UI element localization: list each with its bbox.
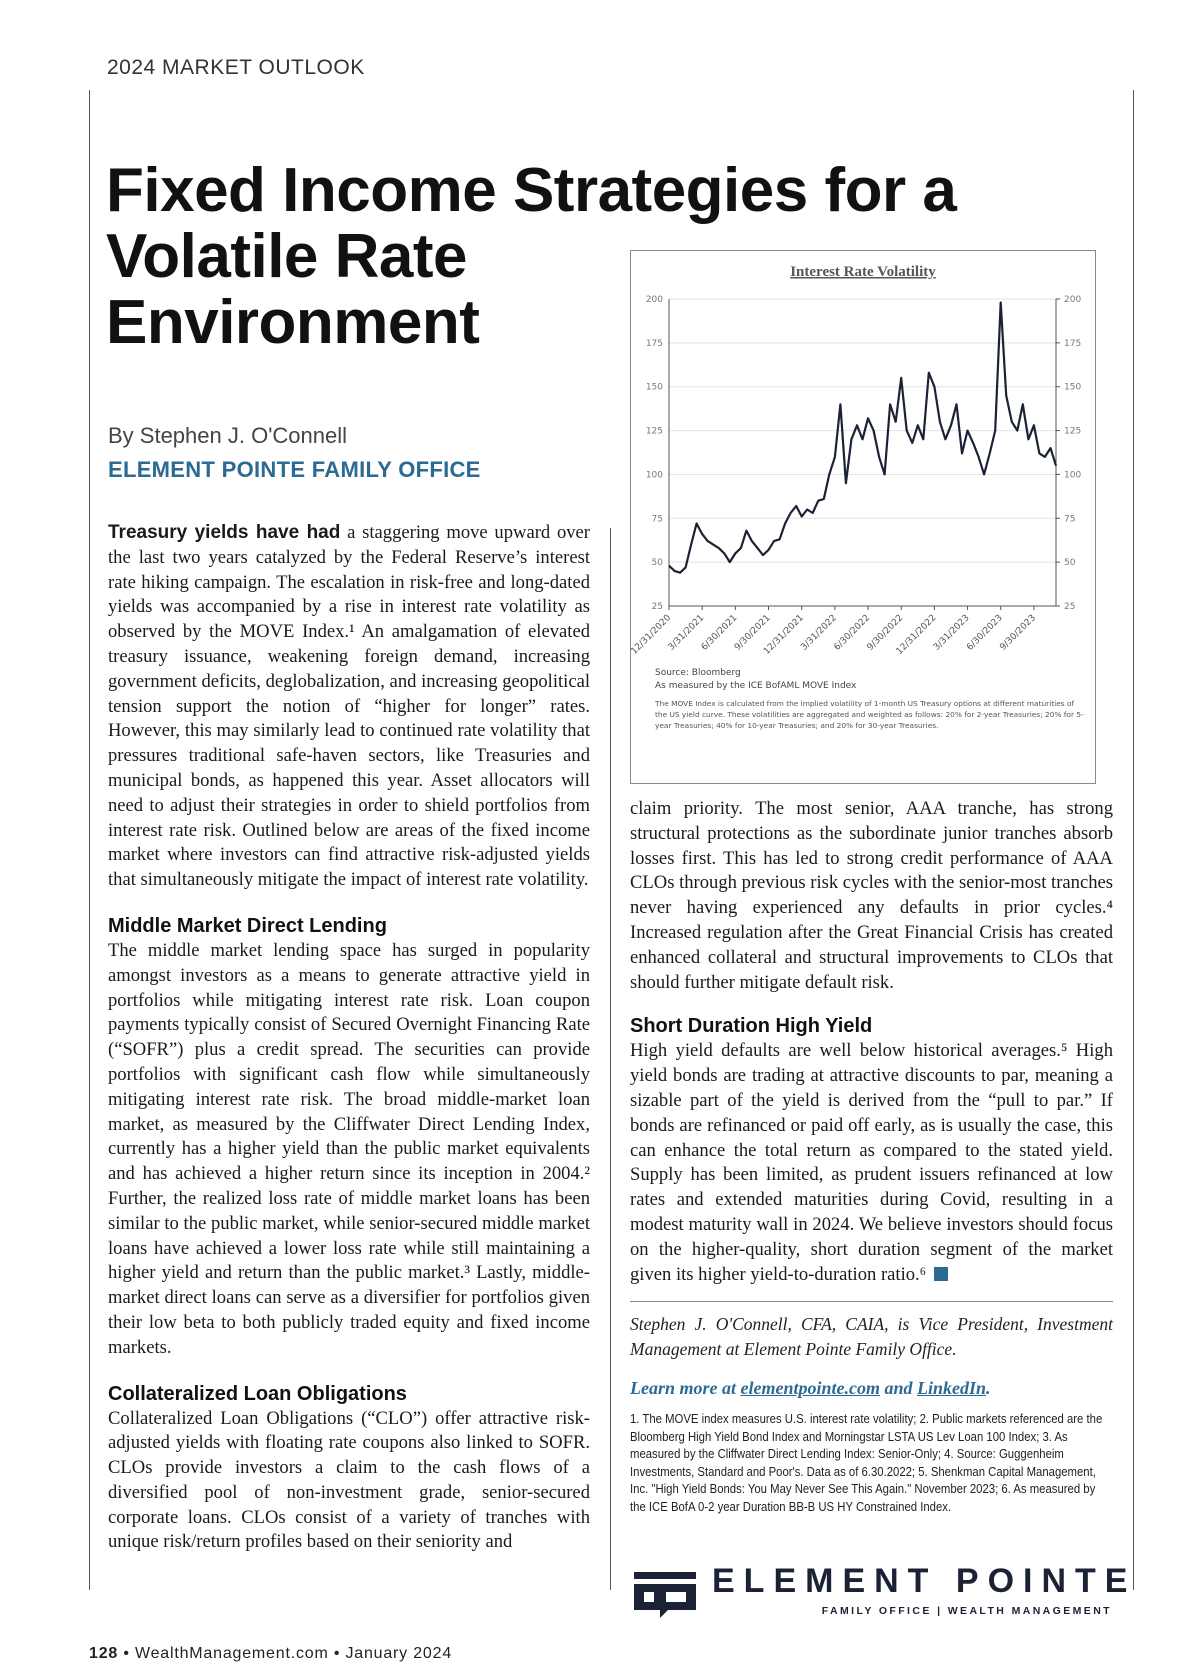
y-tick-label-left: 200 xyxy=(646,295,663,305)
y-tick-label-left: 100 xyxy=(646,470,663,480)
footer-text: • WealthManagement.com • January 2024 xyxy=(118,1645,453,1662)
section-body-text: High yield defaults are well below histo… xyxy=(630,1040,1113,1285)
page-number: 128 xyxy=(89,1645,119,1662)
chart-note-container: The MOVE Index is calculated from the im… xyxy=(655,699,1084,730)
chart-title: Interest Rate Volatility xyxy=(790,264,936,280)
y-tick-label-right: 150 xyxy=(1064,383,1081,393)
element-pointe-logo: ELEMENT POINTE FAMILY OFFICE | WEALTH MA… xyxy=(632,1562,1127,1622)
y-tick-label-right: 200 xyxy=(1064,295,1081,305)
article-title-block: Fixed Income Strategies for a Volatile R… xyxy=(106,158,1126,428)
y-tick-label-right: 75 xyxy=(1064,514,1075,524)
page-footer: 128 • WealthManagement.com • January 202… xyxy=(89,1645,452,1663)
section-body: The middle market lending space has surg… xyxy=(108,939,590,1358)
right-column: claim priority. The most senior, AAA tra… xyxy=(630,797,1113,1516)
section-body-continued: claim priority. The most senior, AAA tra… xyxy=(630,798,1113,993)
chart-measure: As measured by the ICE BofAML MOVE Index xyxy=(655,681,857,691)
section-heading: Short Duration High Yield xyxy=(630,1015,873,1038)
y-tick-label-right: 50 xyxy=(1064,558,1076,568)
y-tick-label-left: 50 xyxy=(652,558,664,568)
y-tick-label-right: 100 xyxy=(1064,470,1081,480)
intro-body: a staggering move upward over the last t… xyxy=(108,522,590,891)
chart-svg: Interest Rate Volatility 25 25 50 50 75 75 100 1… xyxy=(629,264,1084,730)
section-body: Collateralized Loan Obligations (“CLO”) … xyxy=(108,1407,590,1553)
logo-mark-icon xyxy=(634,1572,696,1618)
learn-more-prefix: Learn more at xyxy=(630,1378,741,1399)
series-line-move-index xyxy=(668,301,1058,574)
section-heading: Middle Market Direct Lending xyxy=(108,914,387,937)
link-elementpointe[interactable]: elementpointe.com xyxy=(740,1378,880,1399)
right-rule xyxy=(1133,90,1134,1590)
intro-lead: Treasury yields have had xyxy=(108,522,341,543)
learn-more: Learn more at elementpointe.com and Link… xyxy=(630,1378,1113,1399)
y-tick-label-left: 125 xyxy=(646,427,663,437)
logo-wordmark: ELEMENT POINTE xyxy=(712,1562,1137,1600)
chart-note: The MOVE Index is calculated from the im… xyxy=(655,699,1084,730)
left-column: Treasury yields have had a staggering mo… xyxy=(108,521,590,1555)
chart-source: Source: Bloomberg xyxy=(655,668,741,678)
learn-more-suffix: . xyxy=(986,1378,991,1399)
intro-paragraph: Treasury yields have had a staggering mo… xyxy=(108,521,590,893)
end-mark-icon xyxy=(934,1266,949,1281)
x-tick-label: 9/30/2023 xyxy=(998,613,1038,653)
footnotes: 1. The MOVE index measures U.S. interest… xyxy=(630,1412,1103,1514)
byline: By Stephen J. O'Connell xyxy=(108,423,348,448)
y-tick-label-left: 150 xyxy=(646,383,663,393)
y-tick-label-left: 175 xyxy=(646,339,663,349)
section-kicker: 2024 MARKET OUTLOOK xyxy=(107,56,365,79)
link-linkedin[interactable]: LinkedIn xyxy=(917,1378,987,1399)
y-tick-label-left: 75 xyxy=(652,514,663,524)
divider xyxy=(630,1301,1113,1303)
y-tick-label-right: 175 xyxy=(1064,339,1081,349)
left-rule xyxy=(89,90,90,1590)
y-tick-label-left: 25 xyxy=(652,602,663,612)
column-rule xyxy=(610,528,611,1590)
chart-interest-rate-volatility: Interest Rate Volatility 25 25 50 50 75 75 100 1… xyxy=(629,250,1096,784)
author-organization: ELEMENT POINTE FAMILY OFFICE xyxy=(108,457,481,482)
learn-more-middle: and xyxy=(879,1378,917,1399)
section-body: High yield defaults are well below histo… xyxy=(630,1039,1113,1287)
author-bio: Stephen J. O'Connell, CFA, CAIA, is Vice… xyxy=(630,1314,1113,1360)
section-heading: Collateralized Loan Obligations xyxy=(108,1382,407,1405)
article-title: Fixed Income Strategies for a Volatile R… xyxy=(106,156,957,357)
logo-tagline: FAMILY OFFICE | WEALTH MANAGEMENT xyxy=(821,1605,1112,1617)
y-tick-label-right: 25 xyxy=(1064,602,1075,612)
y-tick-label-right: 125 xyxy=(1064,427,1081,437)
x-tick-label: 12/31/2020 xyxy=(631,613,673,657)
